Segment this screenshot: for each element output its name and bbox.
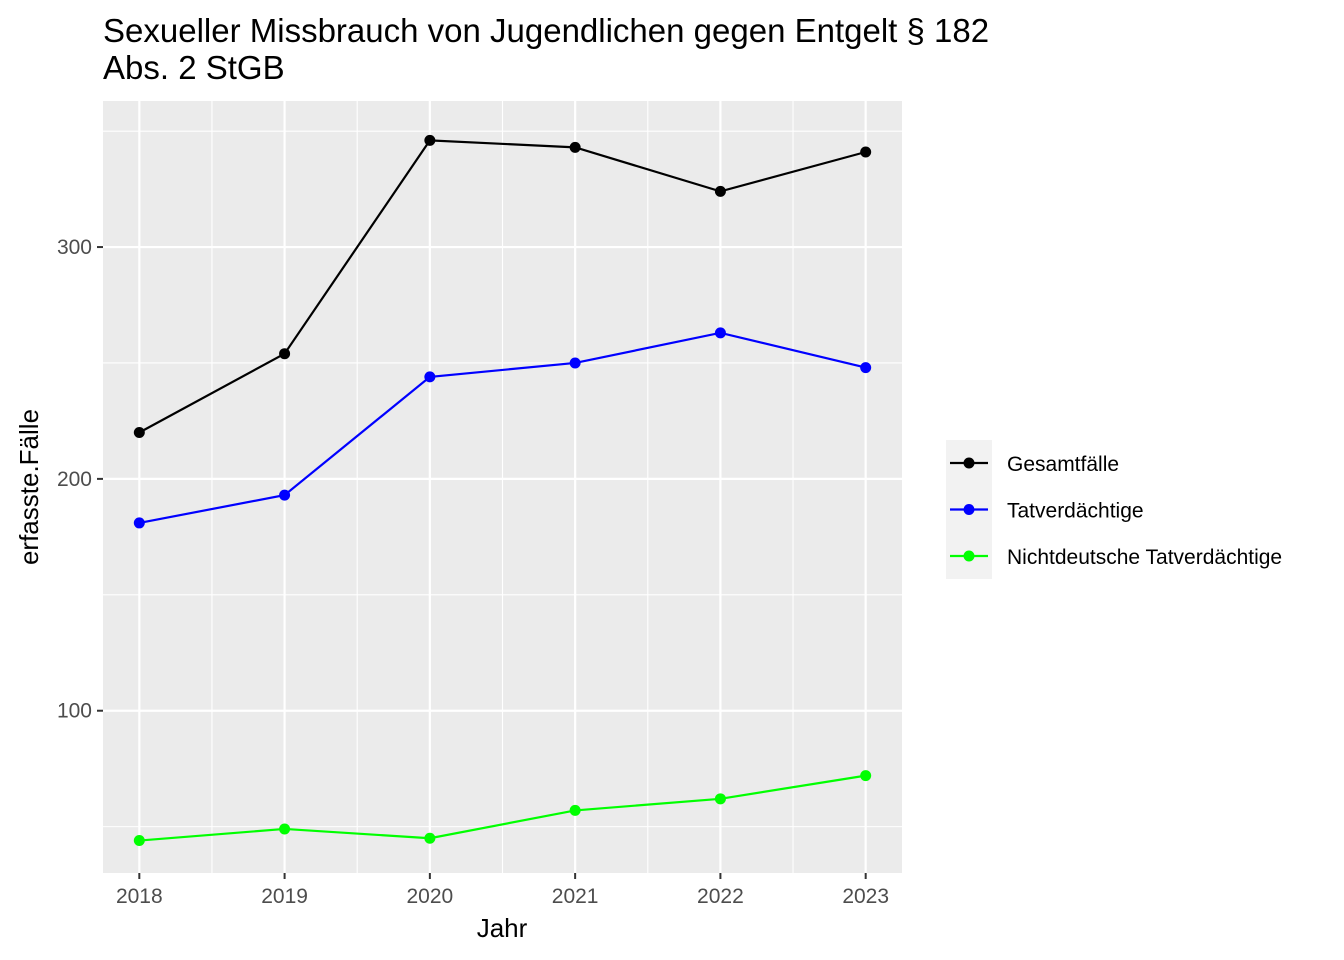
data-point <box>279 489 291 501</box>
data-point <box>424 371 436 383</box>
y-axis: 100 200 300 <box>57 236 103 723</box>
y-axis-title: erfasste.Fälle <box>14 409 44 565</box>
x-axis: 2018 2019 2020 2021 2022 2023 <box>116 873 889 908</box>
x-tick-label: 2022 <box>697 885 744 908</box>
legend-label: Tatverdächtige <box>1007 500 1144 523</box>
y-tick-label: 100 <box>57 700 92 723</box>
data-point <box>133 517 145 529</box>
y-tick-label: 200 <box>57 468 92 491</box>
minor-gridlines <box>103 101 902 873</box>
x-axis-title: Jahr <box>477 913 528 943</box>
legend-label: Nichtdeutsche Tatverdächtige <box>1007 546 1282 569</box>
series-line <box>138 139 866 434</box>
data-point <box>133 835 145 847</box>
series-line <box>139 331 866 525</box>
x-tick-label: 2020 <box>407 885 454 908</box>
data-point <box>860 770 872 782</box>
data-point <box>569 357 581 369</box>
legend-key-point <box>963 457 975 469</box>
data-point <box>860 362 872 374</box>
data-point <box>569 141 581 153</box>
legend-label: Gesamtfälle <box>1007 453 1119 476</box>
data-point <box>569 804 581 816</box>
legend: Gesamtfälle Tatverdächtige Nichtdeutsche T… <box>950 453 1282 569</box>
data-point <box>714 185 726 197</box>
chart-subtitle: Abs. 2 StGB <box>103 49 285 86</box>
x-tick-label: 2021 <box>552 885 599 908</box>
data-point <box>133 427 145 439</box>
legend-key-point <box>963 504 975 515</box>
data-point <box>279 823 291 835</box>
data-point <box>424 134 436 146</box>
series-layer <box>133 134 872 847</box>
x-tick-label: 2018 <box>116 885 163 908</box>
x-tick-label: 2023 <box>842 885 889 908</box>
data-point <box>714 327 726 339</box>
major-gridlines <box>103 101 902 873</box>
x-tick-label: 2019 <box>261 885 308 908</box>
chart-title: Sexueller Missbrauch von Jugendlichen ge… <box>103 12 989 49</box>
y-tick-label: 300 <box>57 236 92 259</box>
data-point <box>279 348 291 360</box>
series-line <box>139 774 866 842</box>
data-point <box>714 793 726 805</box>
data-point <box>424 832 436 844</box>
legend-key-point <box>963 550 975 562</box>
data-point <box>860 146 872 158</box>
